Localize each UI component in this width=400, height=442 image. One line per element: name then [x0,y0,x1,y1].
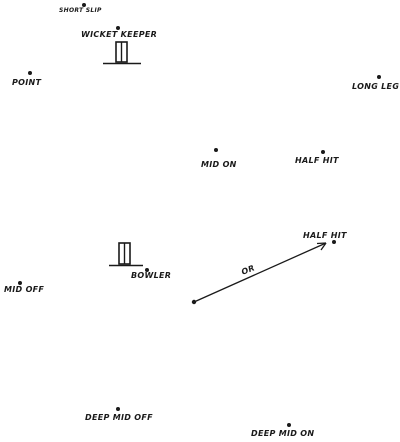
bowler-wicket-icon [109,242,143,267]
long-leg-label: LONG LEG [352,82,400,91]
half-hit-upper-label: HALF HIT [295,156,339,165]
half-hit-upper-dot [321,150,325,154]
deep-mid-off-label: DEEP MID OFF [85,413,153,422]
arrow-start-dot [191,299,197,305]
half-hit-lower-label: HALF HIT [303,231,347,240]
mid-off-label: MID OFF [4,285,45,294]
point-dot [28,71,32,75]
half-hit-lower-dot [332,240,336,244]
short-slip-dot [82,3,86,7]
long-leg-dot [377,75,381,79]
deep-mid-on-dot [287,423,291,427]
wicket-keeper-label: WICKET KEEPER [81,30,158,39]
arrow-shaft [193,242,327,303]
point-label: POINT [12,78,42,87]
short-slip-label: SHORT SLIP [59,7,102,14]
bowler-label: BOWLER [131,271,172,280]
wicket-icon [103,41,141,65]
mid-on-dot [214,148,218,152]
mid-on-label: MID ON [201,160,237,169]
deep-mid-off-dot [116,407,120,411]
arrow-icon [191,242,327,305]
wicket-keeper-dot [116,26,120,30]
deep-mid-on-label: DEEP MID ON [251,429,315,438]
arrow-head [316,242,327,251]
bowler-dot [145,268,149,272]
mid-off-dot [18,281,22,285]
